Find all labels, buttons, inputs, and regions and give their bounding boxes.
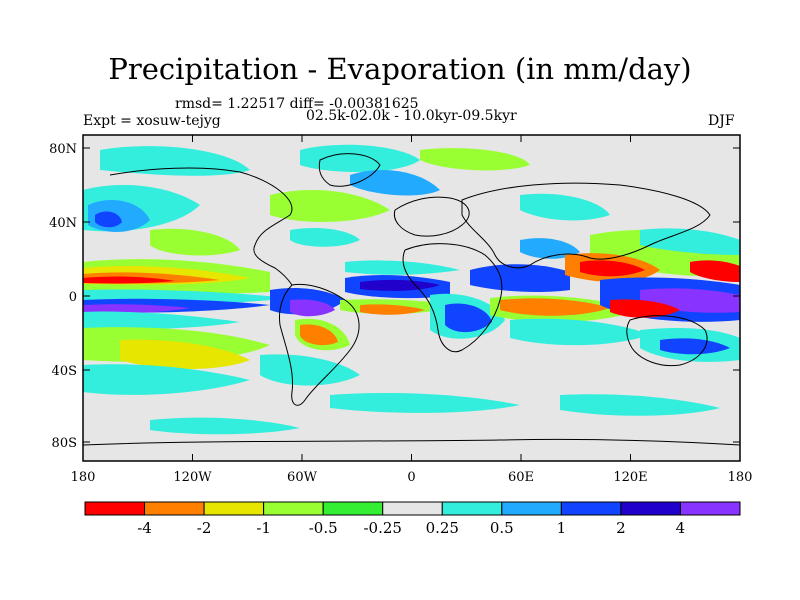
- lon-tick-label: 60E: [508, 470, 534, 485]
- field-patch: [260, 354, 360, 386]
- lon-tick-label: 0: [407, 470, 415, 485]
- colorbar-swatch: [620, 501, 681, 516]
- field-patch: [83, 311, 240, 330]
- season-label: DJF: [708, 113, 735, 129]
- colorbar-swatch: [441, 501, 503, 516]
- field-patch: [470, 264, 570, 293]
- colorbar-swatch: [263, 501, 324, 516]
- colorbar-label: -2: [197, 519, 212, 537]
- field-patch: [510, 318, 650, 346]
- coast-south-america: [279, 283, 360, 406]
- field-patch: [300, 324, 338, 346]
- colorbar-label: 2: [616, 519, 626, 537]
- colorbar-label: -4: [137, 519, 152, 537]
- colorbar-swatch: [679, 501, 741, 516]
- field-patch: [360, 279, 440, 291]
- lat-tick-label: 80N: [49, 142, 77, 157]
- colorbar-swatch: [203, 501, 265, 516]
- colorbar-label: 0.5: [490, 519, 514, 537]
- lat-tick-label: 80S: [52, 436, 77, 451]
- experiment-label: Expt = xosuw-tejyg: [83, 113, 221, 129]
- plot-title: Precipitation - Evaporation (in mm/day): [108, 52, 692, 86]
- field-patch: [330, 393, 520, 413]
- field-patch: [120, 339, 250, 369]
- lat-tick-label: 0: [69, 290, 77, 305]
- field-patch: [660, 338, 730, 355]
- field-patch: [560, 394, 720, 416]
- field-patch: [83, 304, 190, 314]
- colorbar-swatch: [501, 501, 562, 516]
- field-patch: [350, 170, 440, 196]
- field-patch: [345, 260, 460, 275]
- colorbar-swatch: [322, 501, 384, 516]
- colorbar-swatch: [382, 501, 443, 516]
- lat-tick-label: 40S: [52, 364, 77, 379]
- stats-text: rmsd= 1.22517 diff= -0.00381625: [175, 96, 419, 112]
- field-patch: [290, 228, 360, 247]
- field-patch: [610, 299, 680, 318]
- field-patch: [420, 148, 530, 171]
- field-patch: [520, 193, 610, 221]
- map-axes: 80N 40N 0 40S 80S 180 120W 60W 0 60E 120E 180: [49, 135, 752, 485]
- coast-australia: [626, 315, 708, 367]
- colorbar: -4 -2 -1 -0.5 -0.25 0.25 0.5 1 2 4: [84, 501, 741, 537]
- field-patch: [640, 228, 740, 255]
- coast-europe: [393, 196, 470, 237]
- colorbar-swatch: [144, 501, 205, 516]
- lon-tick-label: 120W: [173, 470, 212, 485]
- field-patch: [500, 298, 610, 316]
- lon-tick-label: 180: [728, 470, 753, 485]
- field-patch: [95, 211, 122, 228]
- lat-tick-label: 40N: [49, 216, 77, 231]
- field-patch: [360, 304, 425, 315]
- coast-africa: [402, 243, 503, 353]
- coast-greenland: [318, 153, 381, 187]
- colorbar-label: 1: [557, 519, 567, 537]
- lon-tick-label: 180: [71, 470, 96, 485]
- field-patch: [300, 144, 420, 172]
- colorbar-label: 0.25: [426, 519, 459, 537]
- field-patch: [445, 303, 492, 333]
- field-patch: [270, 190, 390, 222]
- coast-antarctica: [83, 438, 740, 446]
- colorbar-swatch: [560, 501, 622, 516]
- colorbar-label: -1: [256, 519, 271, 537]
- colorbar-label: 4: [676, 519, 686, 537]
- pme-field: [83, 144, 740, 435]
- lon-tick-label: 60W: [287, 470, 318, 485]
- colorbar-label: -0.5: [309, 519, 338, 537]
- field-patch: [83, 276, 175, 284]
- field-patch: [690, 260, 740, 282]
- coast-asia: [461, 182, 711, 269]
- field-patch: [150, 228, 240, 256]
- field-patch: [580, 260, 645, 277]
- coastlines: [83, 153, 740, 446]
- period-text: 02.5k-02.0k - 10.0kyr-09.5kyr: [306, 108, 517, 124]
- colorbar-swatch: [84, 501, 146, 516]
- map-area: [82, 134, 741, 462]
- coast-north-america: [109, 167, 293, 286]
- colorbar-label: -0.25: [363, 519, 401, 537]
- field-patch: [150, 417, 300, 435]
- field-patch: [83, 364, 250, 395]
- lon-tick-label: 120E: [613, 470, 647, 485]
- field-patch: [290, 299, 335, 317]
